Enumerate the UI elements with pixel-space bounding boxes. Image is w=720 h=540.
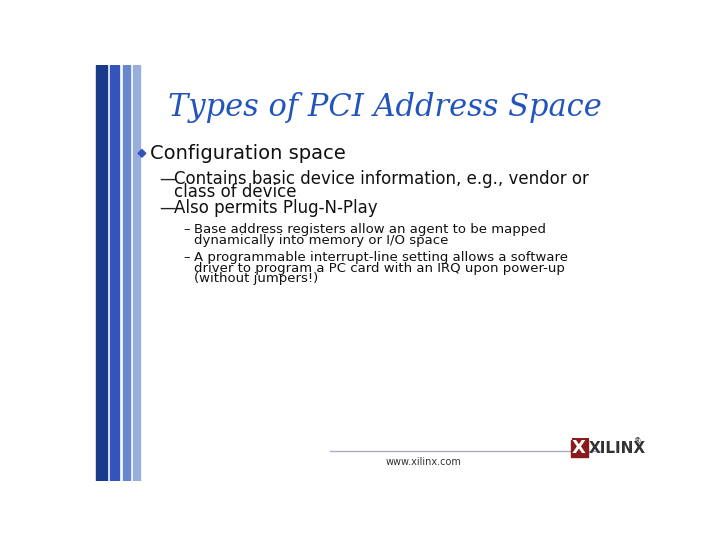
- Text: Contains basic device information, e.g., vendor or: Contains basic device information, e.g.,…: [174, 170, 588, 188]
- Text: www.xilinx.com: www.xilinx.com: [385, 457, 462, 467]
- Bar: [122, 65, 130, 481]
- Text: Types of PCI Address Space: Types of PCI Address Space: [168, 92, 601, 123]
- Text: class of device: class of device: [174, 183, 296, 201]
- Polygon shape: [138, 150, 145, 157]
- Text: driver to program a PC card with an IRQ upon power-up: driver to program a PC card with an IRQ …: [194, 261, 564, 274]
- Text: Also permits Plug-N-Play: Also permits Plug-N-Play: [174, 199, 377, 217]
- Text: A programmable interrupt-line setting allows a software: A programmable interrupt-line setting al…: [194, 251, 568, 264]
- Text: –: –: [183, 251, 189, 264]
- Text: –: –: [183, 223, 189, 236]
- Text: —: —: [160, 170, 176, 188]
- Bar: [570, 440, 588, 457]
- Text: dynamically into memory or I/O space: dynamically into memory or I/O space: [194, 234, 449, 247]
- Bar: [133, 65, 140, 481]
- Bar: [96, 65, 107, 481]
- Text: X: X: [572, 439, 586, 457]
- Text: X: X: [572, 438, 589, 458]
- Text: (without jumpers!): (without jumpers!): [194, 272, 318, 285]
- Text: XILINX: XILINX: [589, 441, 647, 456]
- Text: ®: ®: [634, 437, 642, 447]
- Text: Configuration space: Configuration space: [150, 144, 346, 163]
- Text: Base address registers allow an agent to be mapped: Base address registers allow an agent to…: [194, 223, 546, 236]
- Text: —: —: [160, 199, 176, 217]
- Bar: [110, 65, 120, 481]
